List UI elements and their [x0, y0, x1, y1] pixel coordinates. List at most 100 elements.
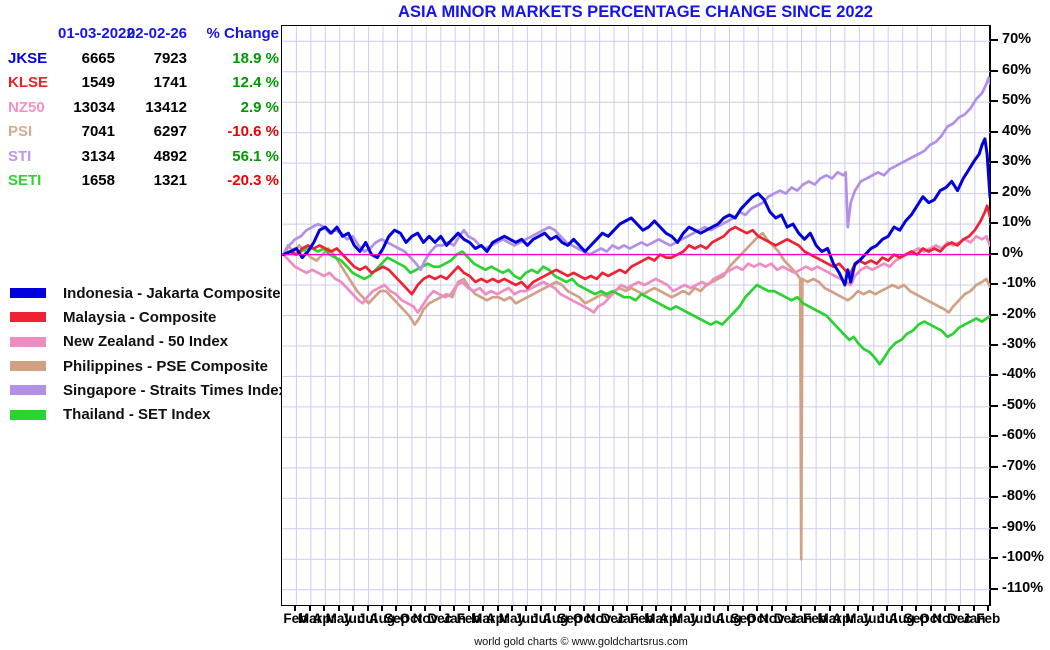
- x-axis-tick: [842, 606, 845, 611]
- table-header-2: % Change: [206, 25, 279, 42]
- series-line: [282, 231, 990, 561]
- legend: Indonesia - Jakarta Composite Malaysia - …: [10, 281, 287, 427]
- x-axis-tick: [727, 606, 730, 611]
- x-axis-tick: [308, 606, 311, 611]
- series-line: [282, 234, 990, 314]
- x-axis-tick: [611, 606, 614, 611]
- table-row-label: KLSE: [8, 74, 49, 91]
- chart-title: ASIA MINOR MARKETS PERCENTAGE CHANGE SIN…: [398, 3, 873, 21]
- x-axis-label: Apr: [485, 611, 510, 626]
- x-axis-tick: [958, 606, 961, 611]
- x-axis-tick: [597, 606, 600, 611]
- x-axis-tick: [539, 606, 542, 611]
- x-axis-tick: [871, 606, 874, 611]
- legend-label: Indonesia - Jakarta Composite: [63, 284, 281, 302]
- legend-swatch-icon: [10, 361, 46, 372]
- table-end-value: 4892: [153, 147, 187, 165]
- x-axis-tick: [510, 606, 513, 611]
- table-start-value: 1549: [81, 74, 115, 91]
- y-axis-tick: [991, 313, 998, 316]
- x-axis-label: Nov: [932, 611, 958, 626]
- y-axis-label: 10%: [1002, 214, 1032, 231]
- table-start-value: 3134: [81, 147, 115, 165]
- x-axis-tick: [482, 606, 485, 611]
- x-axis-label: Aug: [368, 611, 396, 626]
- x-axis-tick: [785, 606, 788, 611]
- y-axis-label: -110%: [1002, 579, 1044, 596]
- x-axis-label: Jun: [860, 611, 885, 626]
- table-row-label: PSI: [8, 123, 33, 140]
- x-axis-label: Feb: [629, 611, 654, 626]
- x-axis-tick: [525, 606, 528, 611]
- x-axis-label: Dec: [427, 611, 453, 626]
- x-axis-label: Jun: [341, 611, 366, 626]
- x-axis-label: Oct: [919, 611, 942, 626]
- x-axis-tick: [886, 606, 889, 611]
- table-row-label: SETI: [8, 172, 42, 189]
- x-axis-label: May: [672, 611, 699, 626]
- x-axis-tick: [684, 606, 687, 611]
- x-axis-label: Apr: [312, 611, 336, 626]
- x-axis-tick: [453, 606, 456, 611]
- table-start-value: 7041: [81, 123, 115, 140]
- x-axis-tick: [381, 606, 384, 611]
- x-axis-tick: [770, 606, 773, 611]
- legend-label: Singapore - Straits Times Index: [63, 381, 287, 399]
- y-axis-label: 40%: [1002, 122, 1032, 139]
- x-axis-tick: [987, 606, 990, 611]
- x-axis-label: Oct: [399, 611, 423, 626]
- y-axis-label: 30%: [1002, 153, 1032, 170]
- x-axis-tick: [814, 606, 817, 611]
- x-axis-label: Sep: [557, 611, 583, 626]
- legend-label: Philippines - PSE Composite: [63, 357, 269, 375]
- series-line: [282, 76, 990, 272]
- x-axis-tick: [554, 606, 557, 611]
- y-axis-tick: [991, 130, 998, 133]
- table-end-value: 6297: [153, 123, 187, 140]
- x-axis-label: Nov: [585, 611, 612, 626]
- stats-table: 01-03-2022 02-02-26 % Change JKSE 6665 7923 18…: [8, 22, 279, 194]
- x-axis-tick: [568, 606, 571, 611]
- x-axis-label: Jan: [788, 611, 813, 626]
- x-axis-label: Jun: [687, 611, 712, 626]
- x-axis-label: Jun: [514, 611, 539, 626]
- legend-item: Singapore - Straits Times Index: [10, 378, 287, 402]
- x-axis-tick: [352, 606, 355, 611]
- y-axis-tick: [991, 465, 998, 468]
- table-change-value: 2.9 %: [240, 98, 279, 116]
- legend-swatch-icon: [10, 409, 46, 420]
- y-axis-label: -20%: [1002, 305, 1036, 322]
- table-change-value: -10.6 %: [227, 123, 279, 140]
- legend-item: Malaysia - Composite: [10, 305, 287, 329]
- y-axis-tick: [991, 557, 998, 560]
- y-axis-tick: [991, 374, 998, 377]
- x-axis-label: Sep: [903, 611, 929, 626]
- table-end-value: 1741: [153, 74, 187, 91]
- table-change-value: -20.3 %: [227, 172, 279, 189]
- x-axis-tick: [943, 606, 946, 611]
- legend-label: Thailand - SET Index: [63, 406, 211, 424]
- x-axis-tick: [900, 606, 903, 611]
- x-axis-label: Aug: [542, 611, 569, 626]
- x-axis-tick: [756, 606, 759, 611]
- y-axis-tick: [991, 69, 998, 72]
- table-start-value: 13034: [73, 98, 115, 116]
- legend-swatch-icon: [10, 312, 46, 323]
- table-end-value: 1321: [153, 172, 187, 189]
- y-axis-tick: [991, 100, 998, 103]
- x-axis-tick: [395, 606, 398, 611]
- y-axis-tick: [991, 587, 998, 590]
- y-axis-label: -70%: [1002, 457, 1036, 474]
- y-axis-label: -50%: [1002, 396, 1036, 413]
- legend-label: New Zealand - 50 Index: [63, 333, 229, 351]
- legend-item: Indonesia - Jakarta Composite: [10, 281, 287, 305]
- x-axis-label: Mar: [297, 611, 322, 626]
- x-axis-tick: [640, 606, 643, 611]
- plot-area: [281, 25, 991, 606]
- x-axis-tick: [583, 606, 586, 611]
- y-axis-tick: [991, 343, 998, 346]
- x-axis-tick: [409, 606, 412, 611]
- x-axis-label: Aug: [888, 611, 915, 626]
- x-axis-tick: [366, 606, 369, 611]
